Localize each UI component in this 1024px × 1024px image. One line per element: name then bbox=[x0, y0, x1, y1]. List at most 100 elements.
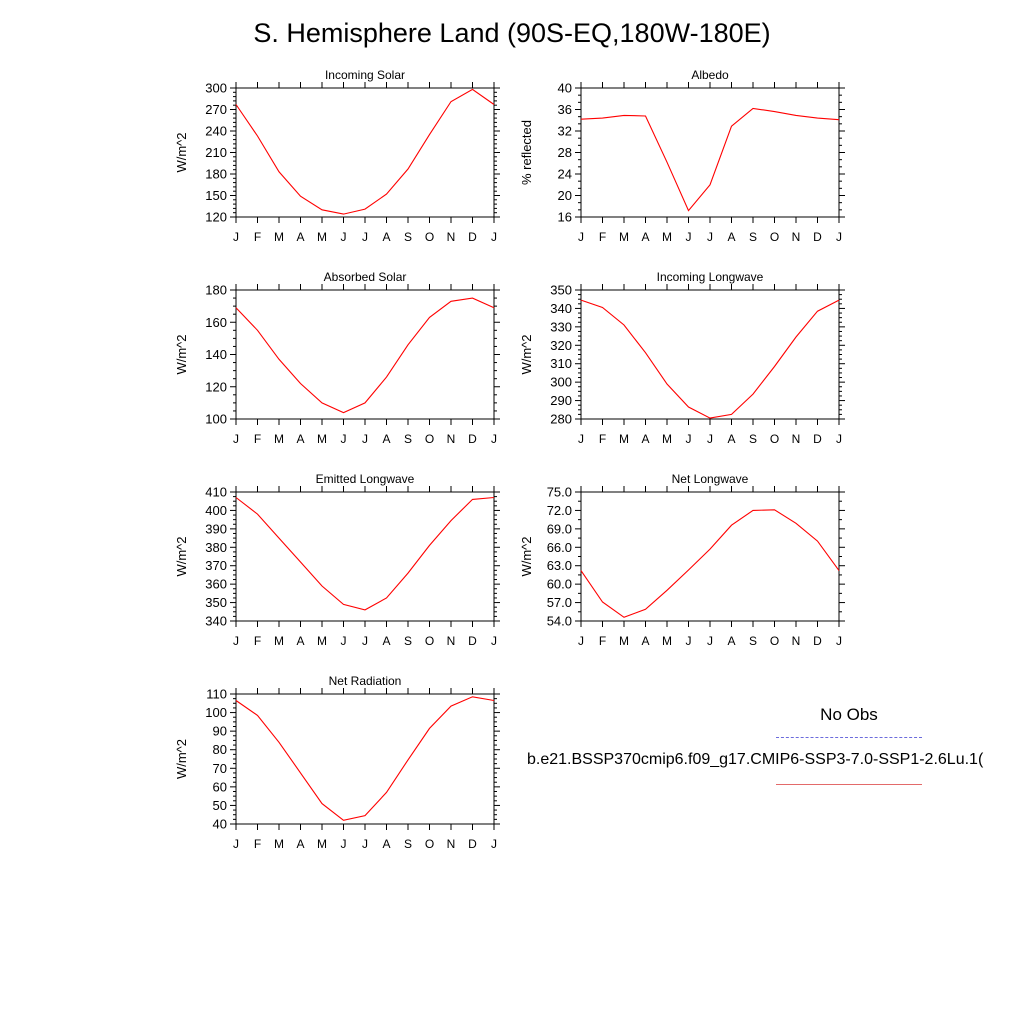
x-tick-label: A bbox=[296, 432, 304, 446]
plot-frame bbox=[235, 87, 495, 218]
x-tick-label: M bbox=[274, 634, 284, 648]
x-tick-label: S bbox=[749, 432, 757, 446]
y-tick-label: 350 bbox=[550, 283, 572, 298]
x-tick-label: F bbox=[254, 432, 261, 446]
y-tick-label: 240 bbox=[205, 124, 227, 139]
x-tick-label: J bbox=[341, 837, 347, 851]
x-tick-label: D bbox=[468, 634, 477, 648]
x-tick-label: J bbox=[491, 837, 497, 851]
y-tick-label: 400 bbox=[205, 503, 227, 518]
y-tick-label: 150 bbox=[205, 188, 227, 203]
x-tick-label: A bbox=[727, 634, 735, 648]
y-tick-label: 40 bbox=[558, 81, 572, 96]
y-axis-label: W/m^2 bbox=[174, 536, 189, 576]
x-tick-label: M bbox=[662, 432, 672, 446]
y-axis-label: W/m^2 bbox=[519, 334, 534, 374]
x-tick-label: N bbox=[447, 837, 456, 851]
x-tick-label: A bbox=[382, 230, 390, 244]
x-tick-label: F bbox=[599, 230, 606, 244]
plot-frame bbox=[580, 491, 840, 622]
x-tick-label: J bbox=[362, 432, 368, 446]
y-tick-label: 60 bbox=[213, 779, 227, 794]
x-tick-label: A bbox=[296, 230, 304, 244]
x-tick-label: S bbox=[404, 432, 412, 446]
y-tick-label: 54.0 bbox=[547, 614, 572, 629]
y-tick-label: 140 bbox=[205, 347, 227, 362]
y-tick-label: 350 bbox=[205, 595, 227, 610]
x-tick-label: J bbox=[341, 432, 347, 446]
y-tick-label: 180 bbox=[205, 167, 227, 182]
x-tick-label: O bbox=[425, 432, 434, 446]
x-tick-label: M bbox=[317, 432, 327, 446]
x-tick-label: F bbox=[599, 634, 606, 648]
y-tick-label: 360 bbox=[205, 577, 227, 592]
x-tick-label: J bbox=[707, 230, 713, 244]
x-tick-label: J bbox=[233, 230, 239, 244]
x-tick-label: A bbox=[641, 230, 649, 244]
x-tick-label: J bbox=[362, 230, 368, 244]
x-tick-label: S bbox=[749, 634, 757, 648]
x-tick-label: N bbox=[447, 230, 456, 244]
x-tick-label: N bbox=[792, 230, 801, 244]
x-tick-label: A bbox=[727, 230, 735, 244]
series-line bbox=[580, 107, 840, 212]
y-tick-label: 270 bbox=[205, 102, 227, 117]
x-tick-label: F bbox=[254, 230, 261, 244]
series-line bbox=[235, 297, 495, 414]
x-tick-label: A bbox=[296, 634, 304, 648]
y-tick-label: 32 bbox=[558, 124, 572, 139]
y-tick-label: 300 bbox=[205, 81, 227, 96]
x-tick-label: J bbox=[836, 230, 842, 244]
series-line bbox=[580, 509, 840, 618]
x-tick-label: J bbox=[578, 432, 584, 446]
x-tick-label: M bbox=[662, 634, 672, 648]
series-line bbox=[235, 88, 495, 215]
y-tick-label: 300 bbox=[550, 375, 572, 390]
x-tick-label: J bbox=[686, 432, 692, 446]
x-tick-label: M bbox=[662, 230, 672, 244]
x-tick-label: A bbox=[641, 634, 649, 648]
panel-title: Incoming Solar bbox=[325, 68, 405, 82]
x-tick-label: J bbox=[341, 634, 347, 648]
x-tick-label: J bbox=[341, 230, 347, 244]
x-tick-label: D bbox=[468, 230, 477, 244]
y-tick-label: 290 bbox=[550, 393, 572, 408]
y-tick-label: 16 bbox=[558, 210, 572, 225]
x-tick-label: A bbox=[382, 837, 390, 851]
x-tick-label: M bbox=[274, 230, 284, 244]
y-tick-label: 100 bbox=[205, 705, 227, 720]
plot-frame bbox=[235, 289, 495, 420]
y-tick-label: 160 bbox=[205, 315, 227, 330]
y-tick-label: 340 bbox=[205, 614, 227, 629]
legend-obs-label: No Obs bbox=[820, 705, 878, 724]
x-tick-label: J bbox=[578, 230, 584, 244]
x-tick-label: J bbox=[707, 432, 713, 446]
x-tick-label: J bbox=[233, 432, 239, 446]
y-tick-label: 60.0 bbox=[547, 577, 572, 592]
x-tick-label: M bbox=[274, 837, 284, 851]
y-tick-label: 75.0 bbox=[547, 485, 572, 500]
x-tick-label: J bbox=[686, 230, 692, 244]
y-tick-label: 63.0 bbox=[547, 558, 572, 573]
y-tick-label: 320 bbox=[550, 338, 572, 353]
x-tick-label: A bbox=[382, 634, 390, 648]
x-tick-label: D bbox=[813, 634, 822, 648]
x-tick-label: A bbox=[641, 432, 649, 446]
x-tick-label: M bbox=[317, 230, 327, 244]
y-tick-label: 410 bbox=[205, 485, 227, 500]
y-tick-label: 72.0 bbox=[547, 503, 572, 518]
x-tick-label: A bbox=[727, 432, 735, 446]
y-axis-label: W/m^2 bbox=[519, 536, 534, 576]
y-axis-label: % reflected bbox=[519, 120, 534, 185]
plot-frame bbox=[580, 87, 840, 218]
x-tick-label: M bbox=[619, 432, 629, 446]
x-tick-label: O bbox=[770, 432, 779, 446]
y-tick-label: 20 bbox=[558, 188, 572, 203]
x-tick-label: J bbox=[707, 634, 713, 648]
panel-title: Net Longwave bbox=[672, 472, 749, 486]
